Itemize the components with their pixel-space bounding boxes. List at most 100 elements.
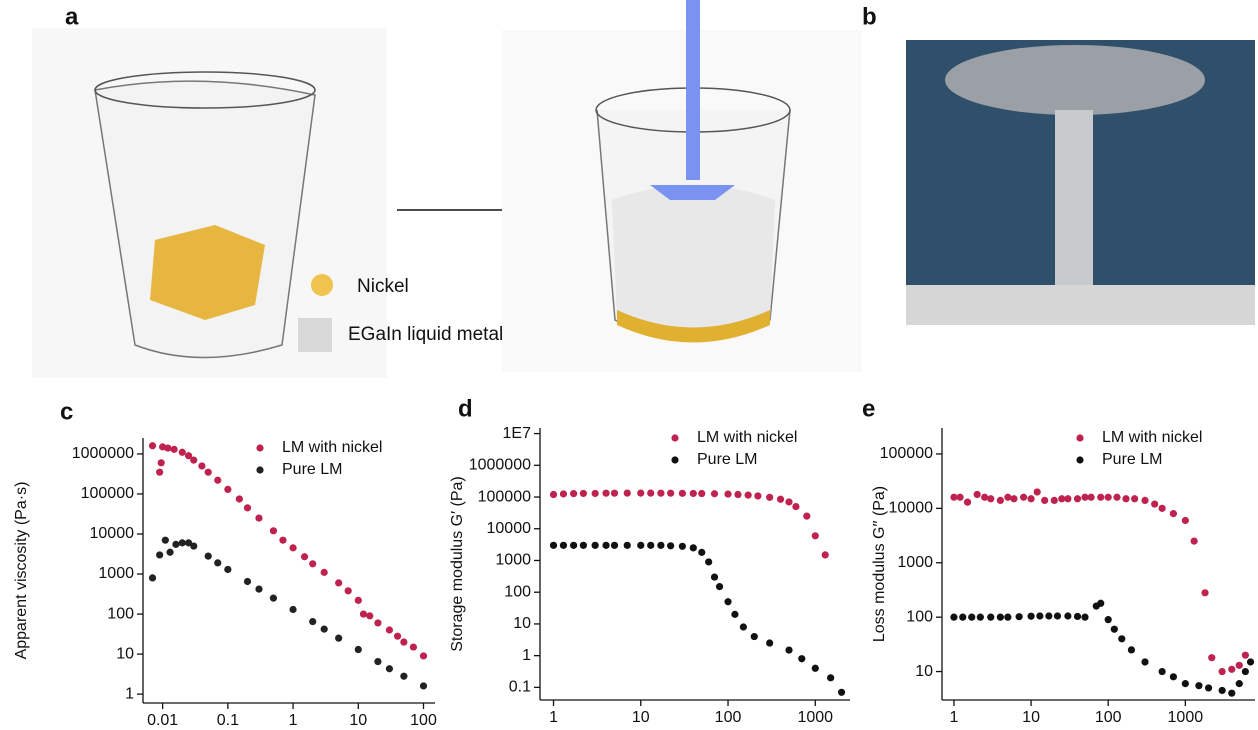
- data-point: [244, 504, 251, 511]
- data-point: [172, 541, 179, 548]
- data-point: [724, 490, 731, 497]
- data-point: [657, 490, 664, 497]
- data-point: [158, 459, 165, 466]
- data-point: [1081, 614, 1088, 621]
- rheometer-plate: [945, 45, 1205, 115]
- data-point: [580, 490, 587, 497]
- data-point: [179, 449, 186, 456]
- legend-marker: [671, 456, 678, 463]
- data-point: [205, 553, 212, 560]
- y-tick-label: 1000000: [72, 445, 134, 462]
- data-point: [1027, 613, 1034, 620]
- data-point: [602, 542, 609, 549]
- x-tick-label: 100: [410, 712, 437, 725]
- data-point: [205, 469, 212, 476]
- data-point: [386, 665, 393, 672]
- y-axis-title: Apparent viscosity (Pa·s): [13, 482, 30, 660]
- data-point: [592, 542, 599, 549]
- y-tick-label: 100: [107, 605, 134, 622]
- panel-label: c: [60, 398, 73, 425]
- data-point: [1122, 495, 1129, 502]
- data-point: [374, 619, 381, 626]
- data-point: [1205, 684, 1212, 691]
- y-tick-label: 10000: [90, 525, 135, 542]
- legend-marker: [1076, 434, 1083, 441]
- data-point: [321, 626, 328, 633]
- data-point: [766, 639, 773, 646]
- data-point: [224, 566, 231, 573]
- data-point: [1141, 658, 1148, 665]
- data-point: [570, 490, 577, 497]
- x-tick-label: 1: [549, 709, 558, 725]
- data-point: [716, 583, 723, 590]
- data-point: [956, 494, 963, 501]
- data-point: [624, 542, 631, 549]
- data-point: [149, 442, 156, 449]
- data-point: [1182, 517, 1189, 524]
- x-tick-label: 100: [715, 709, 742, 725]
- data-point: [785, 498, 792, 505]
- legend-text: LM with nickel: [697, 429, 797, 446]
- data-point: [1054, 612, 1061, 619]
- data-point: [827, 674, 834, 681]
- data-point: [711, 573, 718, 580]
- y-tick-label: 100000: [880, 445, 933, 462]
- data-point: [570, 542, 577, 549]
- data-point: [777, 496, 784, 503]
- data-point: [1111, 626, 1118, 633]
- data-point: [1208, 654, 1215, 661]
- data-point: [255, 586, 262, 593]
- data-point: [745, 492, 752, 499]
- data-point: [1105, 494, 1112, 501]
- legend-text: Pure LM: [282, 461, 342, 478]
- data-point: [968, 614, 975, 621]
- y-tick-label: 100: [906, 608, 933, 625]
- x-tick-label: 1: [949, 709, 958, 725]
- data-point: [1247, 658, 1254, 665]
- data-point: [1004, 494, 1011, 501]
- data-point: [1064, 612, 1071, 619]
- data-point: [400, 673, 407, 680]
- data-point: [400, 638, 407, 645]
- data-point: [792, 503, 799, 510]
- data-point: [624, 490, 631, 497]
- legend-marker: [256, 444, 263, 451]
- data-point: [164, 444, 171, 451]
- photo-b: [906, 40, 1255, 325]
- data-point: [255, 514, 262, 521]
- x-tick-label: 0.01: [147, 712, 178, 725]
- x-tick-label: 1000: [1168, 709, 1204, 725]
- data-point: [1074, 613, 1081, 620]
- x-tick-label: 1000: [797, 709, 833, 725]
- data-point: [1041, 497, 1048, 504]
- data-point: [550, 491, 557, 498]
- data-point: [711, 490, 718, 497]
- x-tick-label: 10: [349, 712, 367, 725]
- data-point: [1219, 687, 1226, 694]
- x-tick-label: 0.1: [217, 712, 239, 725]
- data-point: [309, 618, 316, 625]
- data-point: [1016, 613, 1023, 620]
- data-point: [190, 457, 197, 464]
- y-tick-label: 10000: [487, 520, 532, 537]
- legend-text: Pure LM: [1102, 451, 1162, 468]
- legend-marker: [1076, 456, 1083, 463]
- data-point: [724, 598, 731, 605]
- y-tick-label: 1: [522, 647, 531, 664]
- data-point: [667, 490, 674, 497]
- data-point: [345, 587, 352, 594]
- illustration-a: Nickel EGaIn liquid metal: [32, 0, 862, 378]
- data-point: [420, 652, 427, 659]
- liquid-metal: [612, 185, 775, 338]
- data-point: [244, 578, 251, 585]
- data-point: [1027, 495, 1034, 502]
- data-point: [1182, 680, 1189, 687]
- data-point: [1236, 662, 1243, 669]
- data-point: [366, 612, 373, 619]
- data-point: [149, 574, 156, 581]
- data-point: [190, 542, 197, 549]
- data-point: [1228, 666, 1235, 673]
- data-point: [1074, 495, 1081, 502]
- y-tick-label: 10: [513, 615, 531, 632]
- y-tick-label: 10000: [889, 500, 934, 517]
